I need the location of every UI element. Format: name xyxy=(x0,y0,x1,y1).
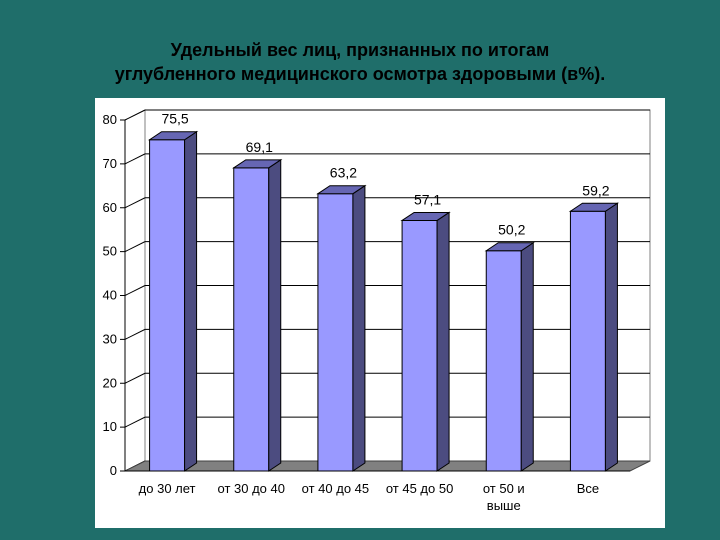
bar xyxy=(149,139,186,472)
data-label: 63,2 xyxy=(330,165,357,181)
x-tick-label: Все xyxy=(577,481,599,496)
gridline-side xyxy=(124,328,146,340)
slide-title-line-2: углубленного медицинского осмотра здоров… xyxy=(114,64,606,84)
gridline-side xyxy=(124,241,146,253)
bar-side xyxy=(604,202,618,472)
gridline-side xyxy=(124,285,146,296)
y-tick-label: 40 xyxy=(103,288,117,303)
x-tick-label: от 30 до 40 xyxy=(218,481,285,496)
data-label: 59,2 xyxy=(582,182,609,198)
bar-chart: 0 10 20 30 40 50 60 70 80 75,5 до 30 лет 69,1 от 30 … xyxy=(103,109,651,513)
bar xyxy=(569,210,606,472)
bar-side xyxy=(436,211,450,472)
y-tick-label: 50 xyxy=(103,244,117,259)
bar-side xyxy=(352,184,366,472)
bar-top xyxy=(568,202,620,212)
x-tick-label: от 45 до 50 xyxy=(386,481,453,496)
bar-side xyxy=(520,241,534,472)
bar xyxy=(233,167,270,472)
bar-top xyxy=(147,131,199,141)
y-tick-label: 30 xyxy=(103,331,117,346)
bar-side xyxy=(268,158,282,472)
y-tick-label: 20 xyxy=(103,375,117,390)
bar-side xyxy=(184,130,198,472)
bar-top xyxy=(232,159,283,169)
gridline-side xyxy=(124,197,146,209)
data-label: 75,5 xyxy=(161,111,188,127)
x-tick-label: от 50 и xyxy=(483,481,525,496)
bar xyxy=(485,250,522,472)
bar-top xyxy=(400,211,451,221)
y-tick-label: 80 xyxy=(103,112,117,127)
bar xyxy=(317,193,354,472)
gridline-side xyxy=(124,416,146,428)
gridline-side xyxy=(124,372,146,384)
gridline-side xyxy=(124,109,146,121)
y-tick-label: 60 xyxy=(103,200,117,215)
slide-title-line-1: Удельный вес лиц, признанных по итогам xyxy=(170,40,550,60)
slide-title: Удельный вес лиц, признанных по итогам у… xyxy=(0,38,720,86)
data-label: 50,2 xyxy=(498,222,525,238)
y-tick-label: 0 xyxy=(110,463,117,478)
gridline-side xyxy=(124,153,146,165)
data-label: 57,1 xyxy=(414,191,441,207)
x-tick-label: до 30 лет xyxy=(139,481,196,496)
y-tick-label: 10 xyxy=(103,419,117,434)
bar xyxy=(401,219,438,472)
data-label: 69,1 xyxy=(246,139,273,155)
x-tick-label: от 40 до 45 xyxy=(302,481,369,496)
y-tick-label: 70 xyxy=(103,156,117,171)
bar-top xyxy=(316,185,367,195)
x-tick-label: выше xyxy=(487,498,521,513)
bar-top xyxy=(484,242,535,252)
